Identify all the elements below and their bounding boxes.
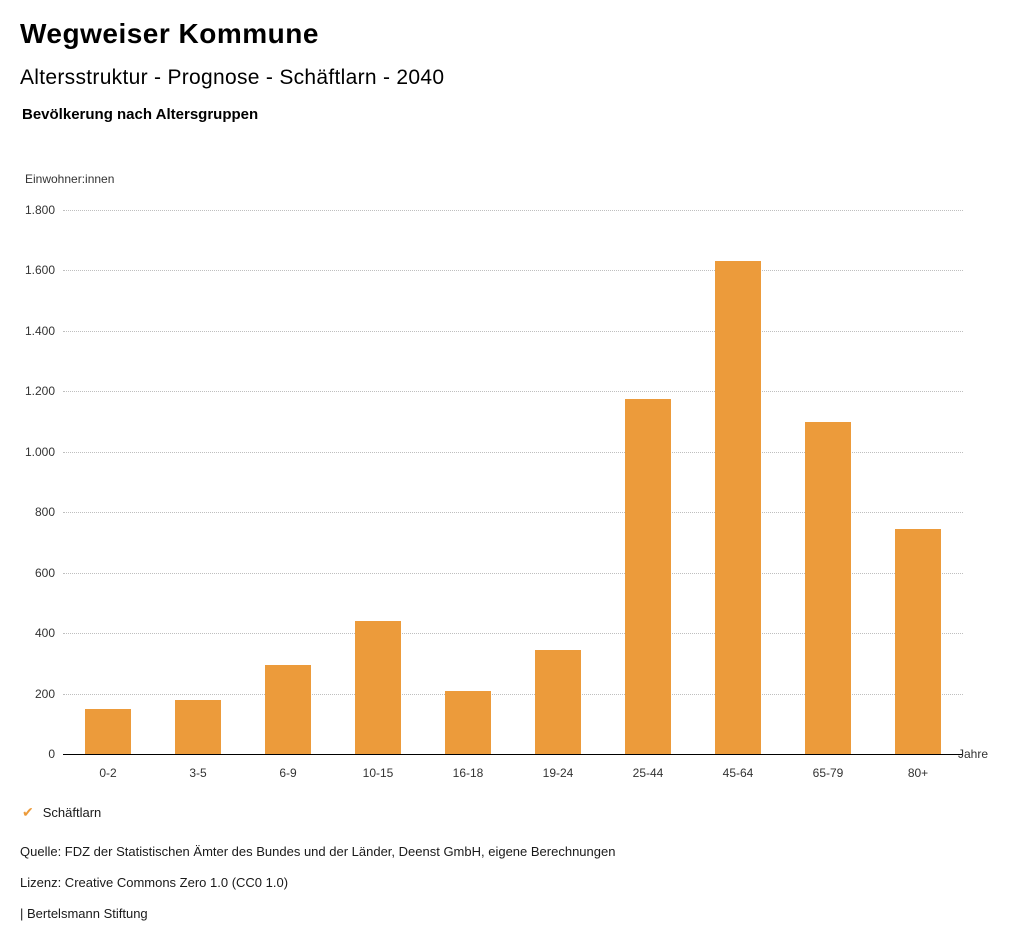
x-tick-label: 65-79 xyxy=(812,766,844,780)
attribution-text: | Bertelsmann Stiftung xyxy=(20,906,148,921)
bar-10-15[interactable] xyxy=(355,621,401,754)
gridline xyxy=(63,391,963,393)
y-tick-label: 1.000 xyxy=(24,444,55,459)
y-axis-ticks: 0 200 400 600 800 1.000 1.200 1.400 1.600 1.800 xyxy=(0,203,55,761)
y-tick-label: 1.200 xyxy=(24,384,55,399)
gridline xyxy=(63,572,963,574)
bar-80+[interactable] xyxy=(895,528,941,754)
y-tick-label: 800 xyxy=(34,505,55,520)
y-tick-label: 400 xyxy=(34,626,55,641)
x-tick-label: 80+ xyxy=(907,766,929,780)
source-text: Quelle: FDZ der Statistischen Ämter des … xyxy=(20,844,616,859)
gridline xyxy=(63,330,963,332)
y-tick-label: 600 xyxy=(34,565,55,580)
gridline xyxy=(63,512,963,514)
bar-19-24[interactable] xyxy=(535,649,581,754)
bar-65-79[interactable] xyxy=(805,421,851,754)
x-tick-label: 45-64 xyxy=(722,766,754,780)
gridline xyxy=(63,633,963,635)
y-tick-label: 0 xyxy=(48,747,55,761)
x-tick-label: 16-18 xyxy=(452,766,484,780)
license-text: Lizenz: Creative Commons Zero 1.0 (CC0 1… xyxy=(20,875,289,890)
y-tick-label: 200 xyxy=(34,686,55,701)
y-axis-title: Einwohner:innen xyxy=(25,172,115,186)
x-tick-label: 6-9 xyxy=(279,766,297,780)
chart-section-title: Bevölkerung nach Altersgruppen xyxy=(22,106,259,123)
legend-label: Schäftlarn xyxy=(42,804,102,820)
legend-item-schaeftlarn[interactable]: ✔ Schäftlarn xyxy=(22,804,101,820)
y-tick-label: 1.800 xyxy=(24,203,55,217)
bar-3-5[interactable] xyxy=(175,699,221,754)
page-title: Wegweiser Kommune xyxy=(20,18,319,49)
bar-25-44[interactable] xyxy=(625,398,671,754)
bar-45-64[interactable] xyxy=(715,261,761,754)
bar-0-2[interactable] xyxy=(85,708,131,754)
gridline xyxy=(63,693,963,695)
chart-subtitle: Altersstruktur - Prognose - Schäftlarn -… xyxy=(20,66,445,89)
x-axis-ticks: 0-2 3-5 6-9 10-15 16-18 19-24 25-44 45-64 65-79 8… xyxy=(63,766,963,786)
y-tick-label: 1.400 xyxy=(24,323,55,338)
plot-area xyxy=(63,210,963,755)
check-icon: ✔ xyxy=(22,804,34,820)
gridline xyxy=(63,270,963,272)
bar-6-9[interactable] xyxy=(265,664,311,754)
bar-16-18[interactable] xyxy=(445,690,491,754)
x-tick-label: 25-44 xyxy=(632,766,664,780)
x-tick-label: 0-2 xyxy=(99,766,117,780)
x-tick-label: 3-5 xyxy=(189,766,207,780)
x-axis-title: Jahre xyxy=(958,747,989,761)
x-tick-label: 19-24 xyxy=(542,766,574,780)
gridline xyxy=(63,451,963,453)
gridline xyxy=(63,210,963,211)
x-tick-label: 10-15 xyxy=(362,766,394,780)
y-tick-label: 1.600 xyxy=(24,263,55,278)
